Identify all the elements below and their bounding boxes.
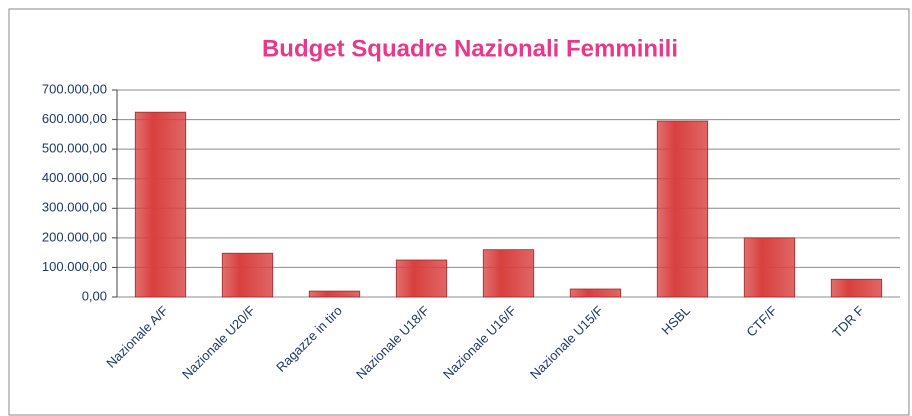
y-tick-label: 200.000,00	[42, 229, 107, 244]
bar	[656, 120, 709, 298]
bar	[395, 259, 448, 298]
y-tick-label: 300.000,00	[42, 200, 107, 215]
chart-title: Budget Squadre Nazionali Femminili	[262, 35, 678, 62]
y-tick-label: 100.000,00	[42, 259, 107, 274]
bar	[743, 237, 796, 298]
y-tick-label: 500.000,00	[42, 141, 107, 156]
y-tick-label: 400.000,00	[42, 170, 107, 185]
bar	[482, 249, 535, 298]
bar	[134, 111, 187, 298]
y-tick-label: 700.000,00	[42, 81, 107, 96]
bar	[830, 278, 883, 298]
bar	[569, 288, 622, 298]
bar	[221, 252, 274, 298]
y-tick-label: 0,00	[82, 288, 107, 303]
y-tick-label: 600.000,00	[42, 111, 107, 126]
bar	[308, 290, 361, 298]
